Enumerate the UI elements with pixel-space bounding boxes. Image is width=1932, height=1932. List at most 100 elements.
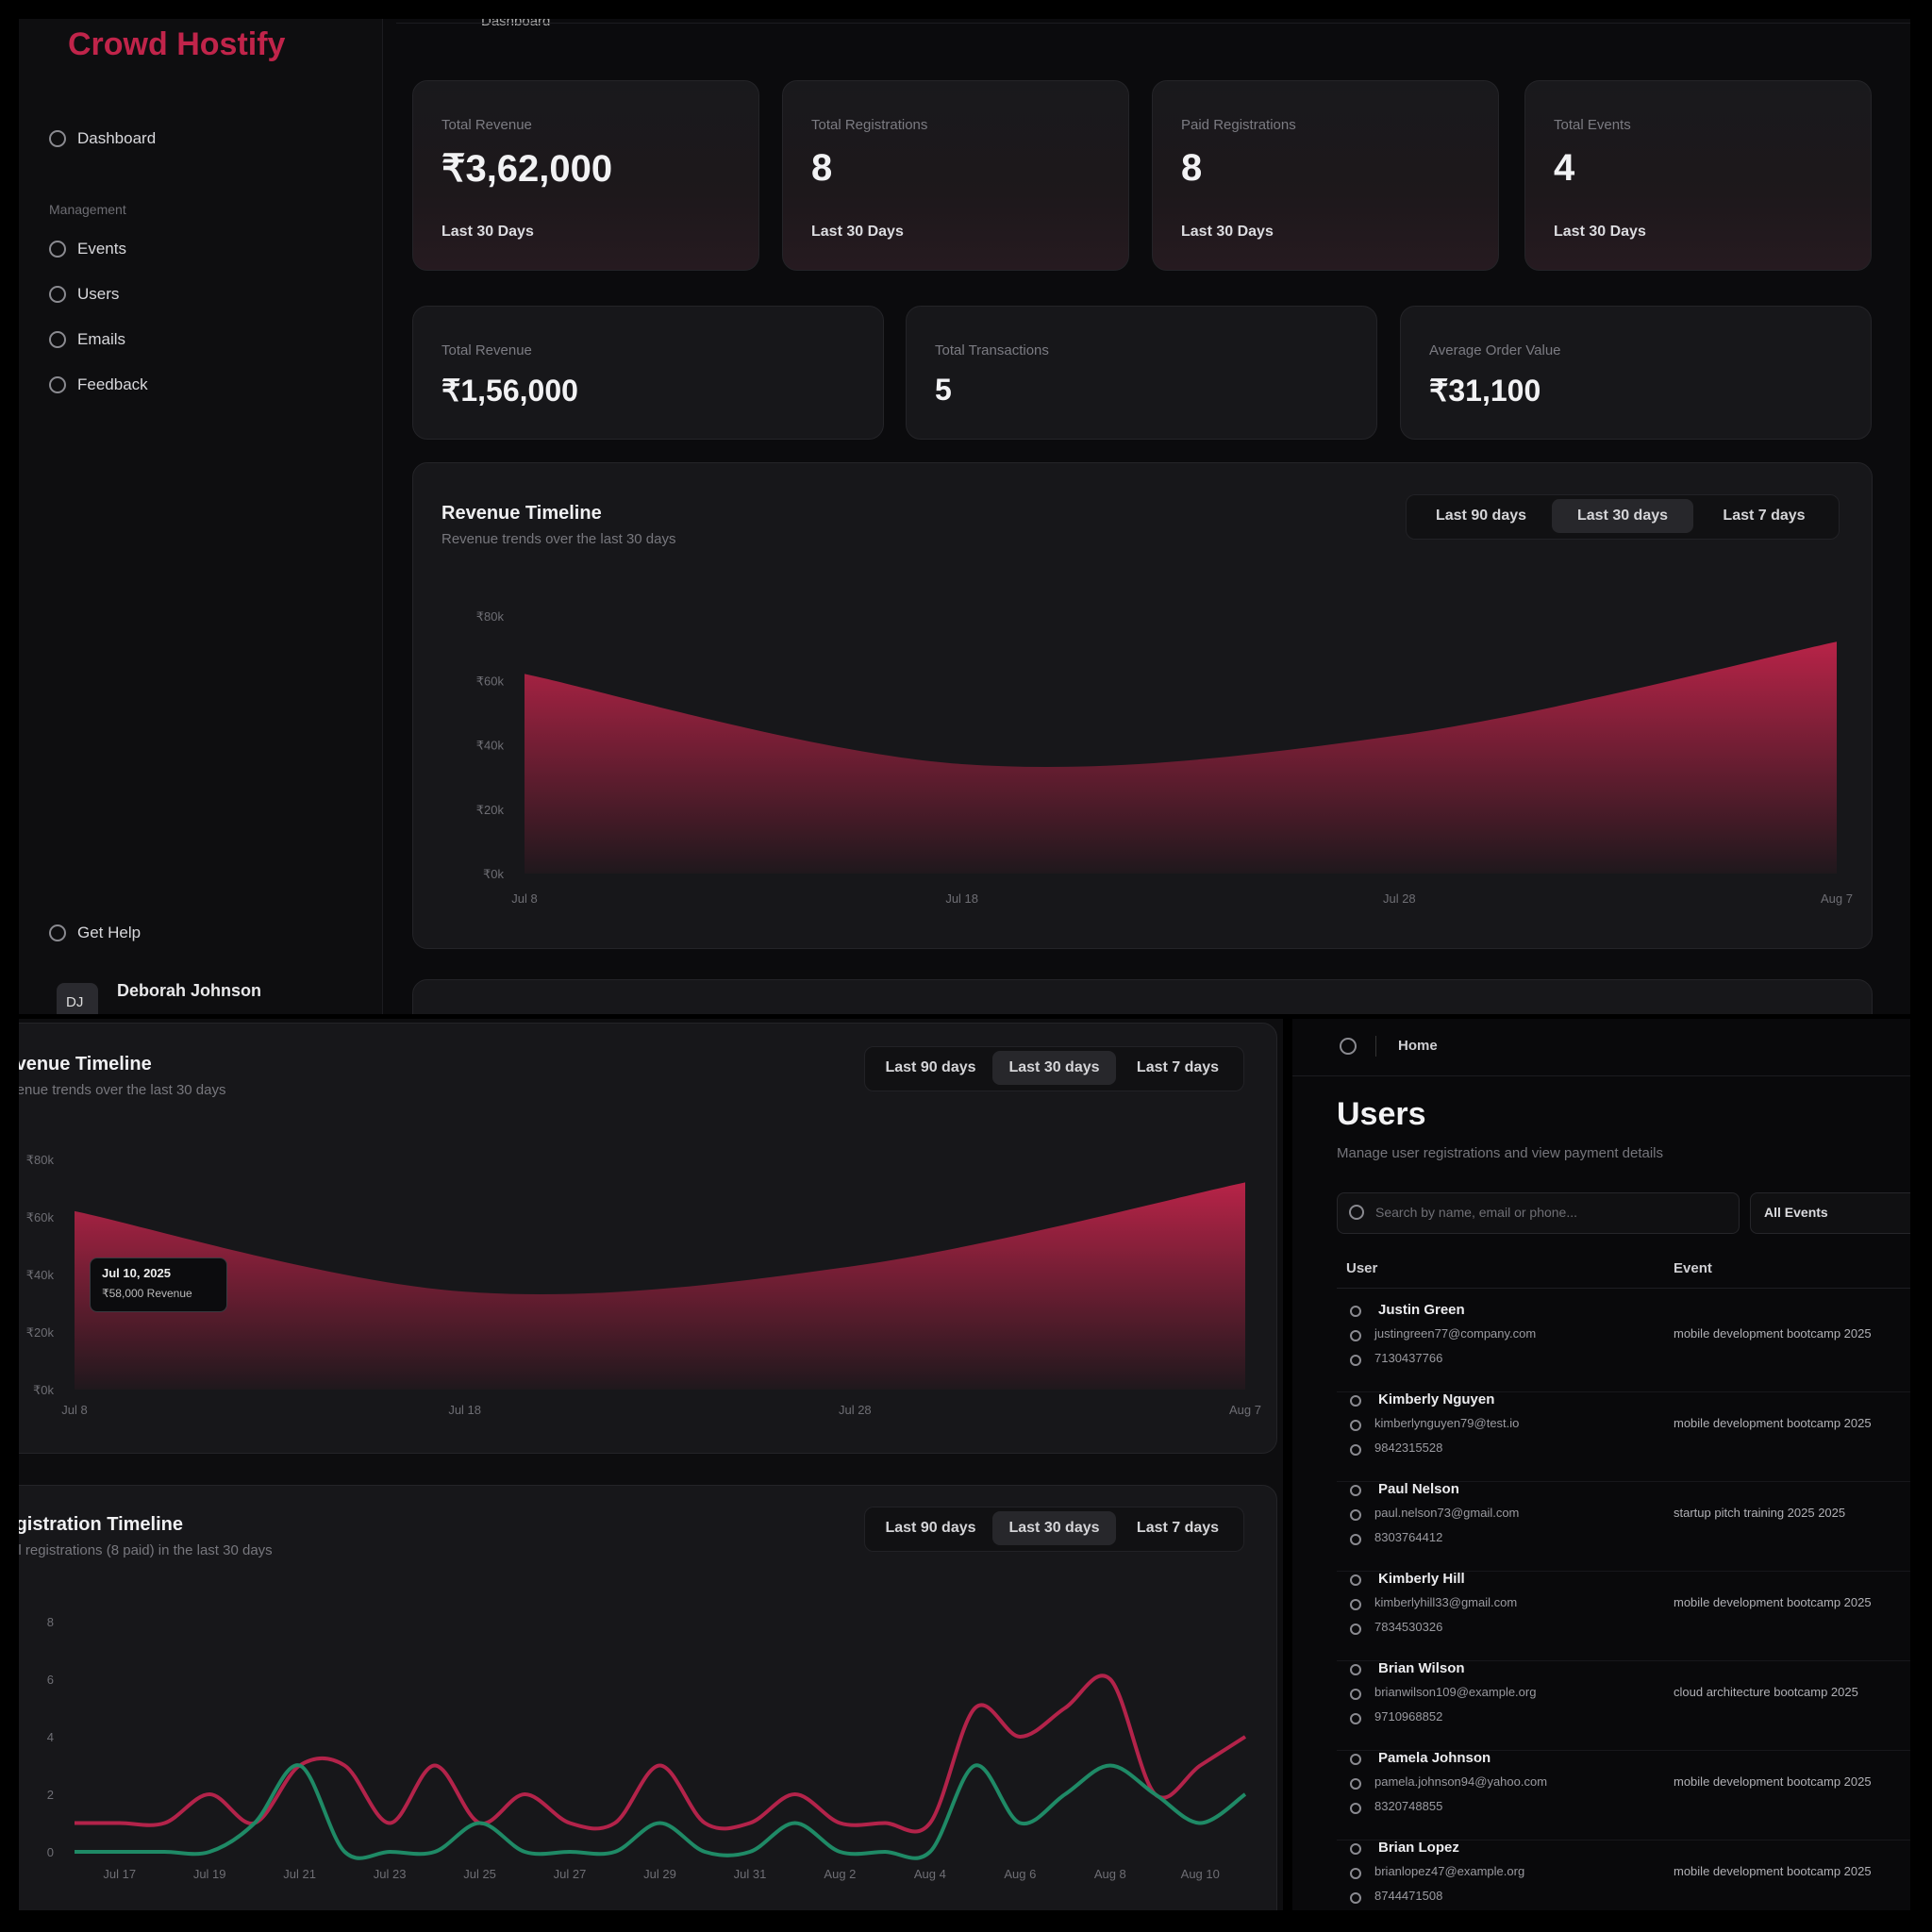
user-email: pamela.johnson94@yahoo.com [1374, 1774, 1548, 1789]
x-tick-label: Jul 31 [734, 1867, 767, 1881]
user-phone: 7130437766 [1374, 1351, 1443, 1365]
stat-label: Total Transactions [935, 342, 1049, 358]
y-tick-label: ₹80k [26, 1153, 55, 1167]
y-tick-label: 4 [47, 1730, 54, 1744]
table-row[interactable]: Kimberly Nguyen kimberlynguyen79@test.io 9… [1337, 1391, 1910, 1482]
event-filter[interactable]: All Events [1750, 1192, 1910, 1234]
user-event: mobile development bootcamp 2025 [1674, 1595, 1872, 1609]
chart-plot: 0 2 4 6 8 Jul 17 Jul 19 Jul 21 Jul 23 Jul 25 Jul 2… [47, 1615, 1247, 1881]
chart-subtitle: Total registrations (8 paid) in the last… [19, 1542, 273, 1558]
x-tick-label: Jul 8 [61, 1403, 87, 1417]
range-button[interactable]: Last 7 days [1723, 508, 1806, 524]
table-row[interactable]: Justin Green justingreen77@company.com 713… [1337, 1302, 1910, 1392]
column-header: Event [1674, 1260, 1712, 1276]
icon [1350, 1534, 1361, 1545]
table-row[interactable]: Brian Wilson brianwilson109@example.org 97… [1337, 1660, 1910, 1751]
icon [1350, 1843, 1361, 1855]
y-tick-label: ₹80k [476, 609, 505, 624]
help-link[interactable]: Get Help [77, 924, 142, 941]
user-name[interactable]: Deborah Johnson [117, 981, 262, 1000]
line [74, 1763, 1247, 1860]
icon [49, 130, 66, 147]
icon [1350, 1689, 1361, 1700]
breadcrumb: Dashboard [481, 19, 551, 29]
icon [1350, 1306, 1361, 1317]
chart-plot: ₹0k ₹20k ₹40k ₹60k ₹80k Jul 8 Jul 18 Jul 28 Aug … [26, 1153, 1261, 1417]
user-email: brianlopez47@example.org [1374, 1864, 1525, 1878]
nav-item[interactable]: Users [77, 285, 120, 303]
y-tick-label: ₹0k [483, 867, 505, 881]
divider [396, 23, 1910, 24]
stat-note: Last 30 Days [1181, 224, 1274, 240]
x-tick-label: Jul 18 [945, 891, 978, 906]
divider [1292, 1075, 1910, 1076]
filter-label: All Events [1764, 1205, 1828, 1220]
user-event: mobile development bootcamp 2025 [1674, 1864, 1872, 1878]
y-tick-label: 8 [47, 1615, 54, 1629]
icon [1350, 1355, 1361, 1366]
stat-card: Paid Registrations 8 Last 30 Days [1152, 80, 1499, 271]
users-screenshot: Home Users Manage user registrations and v… [1292, 1019, 1910, 1910]
x-tick-label: Aug 6 [1004, 1867, 1036, 1881]
nav-item[interactable]: Events [77, 240, 126, 258]
range-button[interactable]: Last 7 days [1136, 1059, 1220, 1075]
divider [1375, 1036, 1376, 1057]
x-tick-label: Jul 21 [283, 1867, 316, 1881]
user-email: brianwilson109@example.org [1374, 1685, 1537, 1699]
table-row[interactable]: Brian Lopez brianlopez47@example.org 87444… [1337, 1840, 1910, 1910]
x-tick-label: Jul 8 [511, 891, 537, 906]
user-name: Pamela Johnson [1378, 1750, 1491, 1766]
range-button[interactable]: Last 90 days [885, 1520, 976, 1536]
icon [1350, 1330, 1361, 1341]
user-email: justingreen77@company.com [1374, 1326, 1537, 1341]
nav-item[interactable]: Dashboard [77, 129, 157, 147]
nav-item[interactable]: Emails [77, 330, 126, 348]
user-phone: 8744471508 [1374, 1889, 1443, 1903]
range-toggle: Last 90 days Last 30 days Last 7 days [864, 1507, 1244, 1552]
x-tick-label: Jul 19 [193, 1867, 226, 1881]
x-tick-label: Aug 4 [914, 1867, 946, 1881]
range-toggle: Last 90 days Last 30 days Last 7 days [1406, 494, 1840, 540]
user-phone: 7834530326 [1374, 1620, 1443, 1634]
icon [49, 376, 66, 393]
x-tick-label: Aug 8 [1094, 1867, 1126, 1881]
y-tick-label: ₹20k [26, 1325, 55, 1340]
stat-label: Total Registrations [811, 117, 928, 133]
table-row[interactable]: Paul Nelson paul.nelson73@gmail.com 830376… [1337, 1481, 1910, 1572]
icon [1350, 1599, 1361, 1610]
stat-label: Paid Registrations [1181, 117, 1296, 133]
nav-item[interactable]: Feedback [77, 375, 148, 393]
icon [1350, 1713, 1361, 1724]
avatar-initials: DJ [66, 994, 84, 1010]
stat-value: 5 [935, 373, 952, 407]
y-tick-label: ₹20k [476, 803, 505, 817]
y-tick-label: 6 [47, 1673, 54, 1687]
icon [1350, 1624, 1361, 1635]
y-tick-label: ₹60k [26, 1210, 55, 1224]
x-tick-label: Jul 23 [374, 1867, 407, 1881]
range-button[interactable]: Last 30 days [992, 1511, 1116, 1545]
next-card [412, 979, 1873, 1014]
chart-plot: ₹0k ₹20k ₹40k ₹60k ₹80k Jul 8 Jul 18 Jul 28 Aug … [476, 609, 1853, 906]
range-button[interactable]: Last 30 days [1552, 499, 1693, 533]
x-tick-label: Jul 29 [643, 1867, 676, 1881]
table-row[interactable]: Kimberly Hill kimberlyhill33@gmail.com 783… [1337, 1571, 1910, 1661]
icon [1350, 1395, 1361, 1407]
search-input[interactable]: Search by name, email or phone... [1337, 1192, 1740, 1234]
chart-card: Revenue Timeline Revenue trends over the … [19, 1023, 1277, 1454]
stat-label: Total Revenue [441, 342, 532, 358]
page-subtitle: Manage user registrations and view payme… [1337, 1145, 1664, 1161]
sidebar: Crowd Hostify Dashboard Management Events Us… [19, 19, 383, 1014]
user-event: mobile development bootcamp 2025 [1674, 1326, 1872, 1341]
range-button[interactable]: Last 7 days [1136, 1520, 1220, 1536]
stat-card: Total Revenue ₹1,56,000 [412, 306, 884, 440]
chart-card: Registration Timeline Total registrations… [19, 1485, 1277, 1910]
chart-subtitle: Revenue trends over the last 30 days [441, 531, 676, 547]
range-button[interactable]: Last 90 days [885, 1059, 976, 1075]
range-button[interactable]: Last 90 days [1435, 508, 1527, 524]
table-row[interactable]: Pamela Johnson pamela.johnson94@yahoo.com… [1337, 1750, 1910, 1840]
range-button[interactable]: Last 30 days [992, 1051, 1116, 1085]
icon [1350, 1778, 1361, 1790]
chart-title: Revenue Timeline [441, 503, 602, 524]
